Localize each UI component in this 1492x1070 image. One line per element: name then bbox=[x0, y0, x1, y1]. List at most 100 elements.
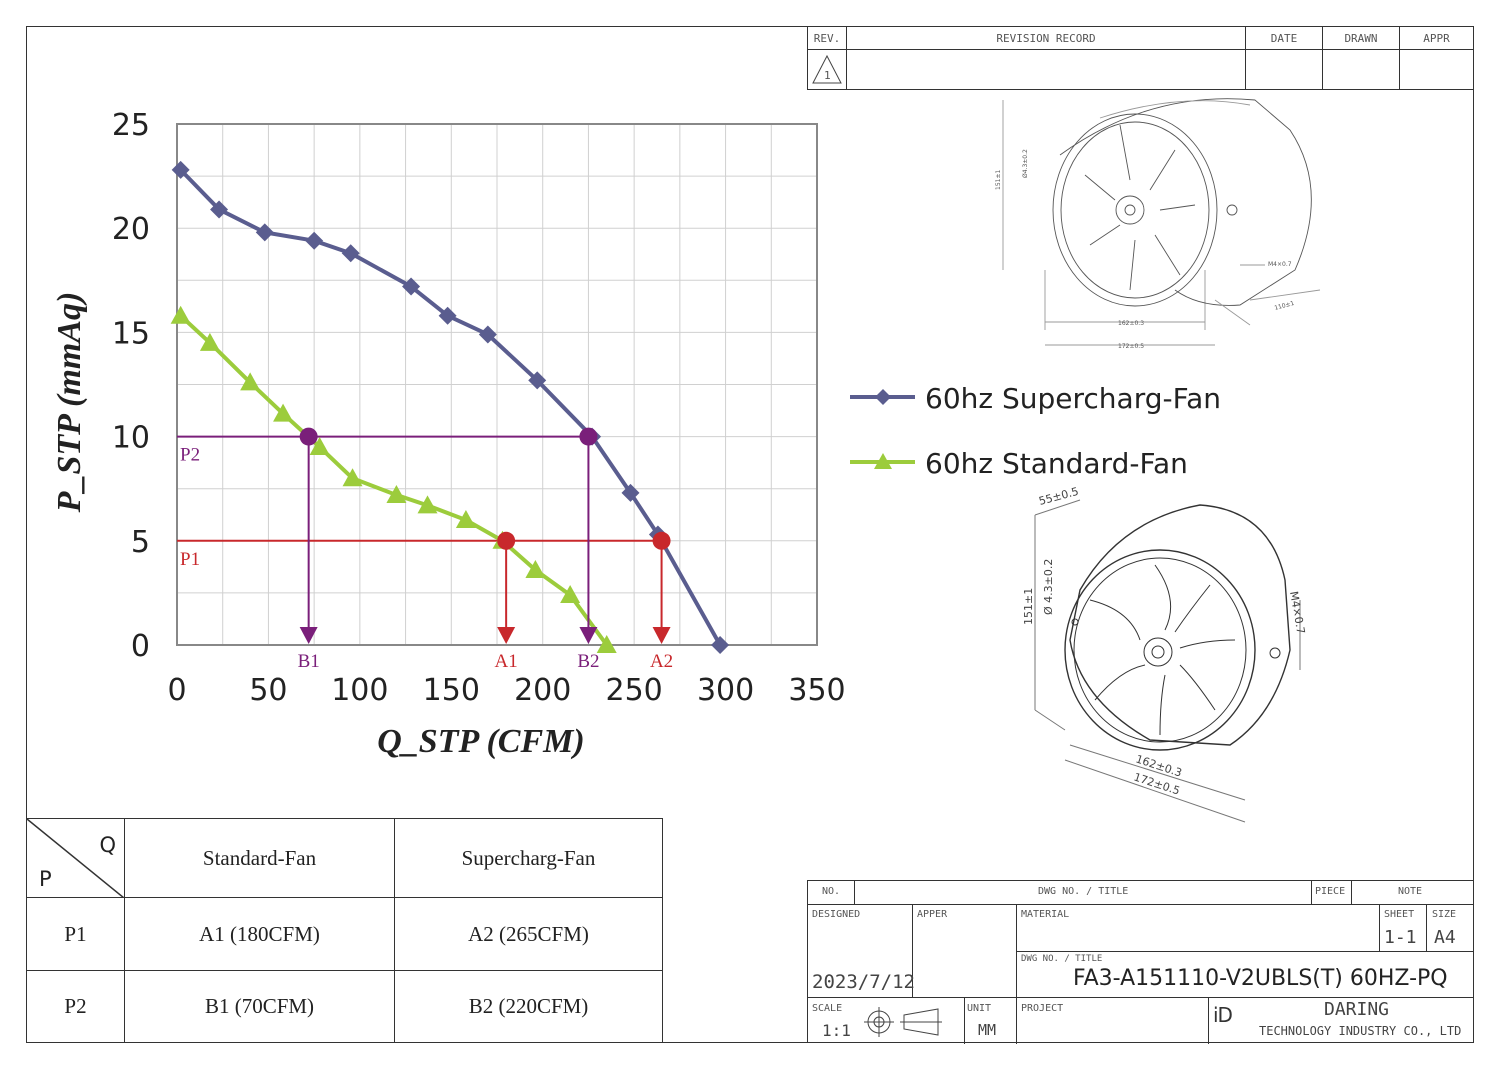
y-tick-label: 10 bbox=[112, 421, 150, 456]
data-point-diamond bbox=[171, 160, 190, 179]
tb-size-label: SIZE bbox=[1432, 909, 1457, 920]
chart-grid bbox=[176, 123, 818, 646]
p-lines: P2 P1 bbox=[177, 435, 662, 570]
x-tick-label: 0 bbox=[167, 673, 186, 708]
x-tick-label: 50 bbox=[249, 673, 287, 708]
data-point-triangle bbox=[525, 559, 546, 578]
data-point-triangle bbox=[240, 372, 261, 391]
operating-point-label: A2 bbox=[650, 651, 673, 672]
pq-corner-p: P bbox=[39, 867, 52, 891]
tb-apper-label: APPER bbox=[917, 909, 948, 920]
bottom-dim-151: 151±1 bbox=[1022, 588, 1035, 625]
pq-cell: B2 (220CFM) bbox=[394, 970, 663, 1043]
data-point-triangle bbox=[309, 437, 330, 456]
top-dim-110: 110±1 bbox=[1274, 300, 1296, 312]
top-dim-151: 151±1 bbox=[995, 170, 1002, 190]
plot-frame bbox=[176, 123, 818, 646]
tb-scale-value: 1:1 bbox=[822, 1021, 851, 1040]
p-line-label: P2 bbox=[180, 445, 200, 466]
pq-cell: A1 (180CFM) bbox=[124, 897, 395, 971]
data-point-triangle bbox=[596, 635, 617, 653]
tb-dwg-no-label: DWG NO. / TITLE bbox=[1021, 954, 1103, 964]
data-point-diamond bbox=[210, 200, 229, 219]
data-point-diamond bbox=[711, 636, 730, 654]
data-point-triangle bbox=[386, 484, 407, 503]
company-logo: iD bbox=[1213, 1003, 1233, 1027]
data-point-triangle bbox=[170, 305, 191, 324]
rev-drawn-empty bbox=[1322, 49, 1400, 90]
y-axis-label: P_STP (mmAq) bbox=[51, 292, 88, 514]
data-point-diamond bbox=[621, 483, 640, 502]
rev-col-record: REVISION RECORD bbox=[846, 26, 1246, 50]
drawing-frame bbox=[26, 26, 1474, 1043]
bottom-dim-phi: Ø 4.3±0.2 bbox=[1042, 559, 1055, 615]
legend: 60hz Supercharg-Fan 60hz Standard-Fan bbox=[850, 382, 1221, 480]
pq-row-label: P1 bbox=[26, 897, 125, 971]
operating-point-label: B1 bbox=[298, 651, 320, 672]
data-point-diamond bbox=[305, 231, 324, 250]
projection-symbol-icon bbox=[864, 1007, 942, 1037]
data-point-triangle bbox=[199, 332, 220, 351]
tb-material-label: MATERIAL bbox=[1021, 909, 1070, 920]
rev-record-empty bbox=[846, 49, 1246, 90]
pq-header-supercharg: Supercharg-Fan bbox=[394, 818, 663, 898]
tb-project-label: PROJECT bbox=[1021, 1003, 1064, 1014]
series-line bbox=[179, 168, 722, 646]
rev-mark-cell: 1 bbox=[807, 49, 847, 90]
fan-drawing-bottom: 55±0.5 151±1 Ø 4.3±0.2 M4×0.7 162±0.3 17… bbox=[1022, 485, 1307, 823]
legend-diamond-icon bbox=[875, 389, 891, 405]
top-dim-phi: Ø4.3±0.2 bbox=[1022, 149, 1029, 178]
pq-table: Q P Standard-Fan Supercharg-Fan P1 A1 (1… bbox=[26, 818, 663, 1043]
pq-row-label: P2 bbox=[26, 970, 125, 1043]
tb-scale-label: SCALE bbox=[812, 1003, 843, 1014]
rev-triangle-icon: 1 bbox=[812, 54, 842, 84]
series-layer bbox=[170, 160, 730, 654]
y-tick-label: 0 bbox=[131, 629, 150, 664]
tb-dwg-no-value: FA3-A151110-V2UBLS(T) 60HZ-PQ bbox=[1073, 966, 1448, 991]
data-point-triangle bbox=[273, 403, 294, 422]
tb-note-label: NOTE bbox=[1398, 886, 1423, 897]
tb-date-value: 2023/7/12 bbox=[812, 971, 915, 993]
tb-size-value: A4 bbox=[1434, 927, 1456, 948]
tb-company-sub: TECHNOLOGY INDUSTRY CO., LTD bbox=[1259, 1024, 1462, 1038]
y-tick-label: 15 bbox=[112, 316, 150, 351]
rev-col-rev: REV. bbox=[807, 26, 847, 50]
p-line-label: P1 bbox=[180, 549, 200, 570]
operating-point-label: B2 bbox=[577, 651, 599, 672]
y-tick-label: 25 bbox=[112, 108, 150, 143]
operating-point-label: A1 bbox=[495, 651, 518, 672]
operating-point bbox=[299, 427, 318, 446]
tb-dwg-title-label: DWG NO. / TITLE bbox=[1038, 886, 1129, 897]
data-point-triangle bbox=[417, 495, 438, 514]
data-point-triangle bbox=[342, 468, 363, 487]
pq-corner-diagonal bbox=[27, 819, 124, 898]
pq-cell: B1 (70CFM) bbox=[124, 970, 395, 1043]
legend-label-standard: 60hz Standard-Fan bbox=[925, 447, 1188, 480]
top-dim-162: 162±0.3 bbox=[1118, 320, 1144, 327]
operating-point bbox=[497, 531, 516, 550]
operating-point bbox=[652, 531, 671, 550]
rev-col-drawn: DRAWN bbox=[1322, 26, 1400, 50]
data-point-triangle bbox=[455, 509, 476, 528]
tb-no-label: NO. bbox=[822, 886, 841, 897]
tb-sheet-label: SHEET bbox=[1384, 909, 1415, 920]
pq-corner-q: Q bbox=[99, 833, 116, 857]
fan-drawing-top: M4×0.7 162±0.3 172±0.5 110±1 151±1 Ø4.3±… bbox=[995, 98, 1321, 350]
rev-col-date: DATE bbox=[1245, 26, 1323, 50]
data-point-diamond bbox=[438, 306, 457, 325]
tb-piece-label: PIECE bbox=[1315, 886, 1346, 897]
data-point-diamond bbox=[478, 325, 497, 344]
operating-point bbox=[579, 427, 598, 446]
pq-header-standard: Standard-Fan bbox=[124, 818, 395, 898]
x-tick-label: 250 bbox=[606, 673, 663, 708]
bottom-dim-55: 55±0.5 bbox=[1037, 485, 1080, 508]
rev-mark: 1 bbox=[824, 69, 831, 82]
data-point-diamond bbox=[341, 244, 360, 263]
top-dim-172: 172±0.5 bbox=[1118, 343, 1144, 350]
pq-row-p2: P2 B1 (70CFM) B2 (220CFM) bbox=[26, 970, 663, 1043]
data-point-triangle bbox=[560, 584, 581, 603]
drop-arrow bbox=[652, 627, 671, 644]
tb-designed-label: DESIGNED bbox=[812, 909, 861, 920]
y-tick-label: 5 bbox=[131, 525, 150, 560]
